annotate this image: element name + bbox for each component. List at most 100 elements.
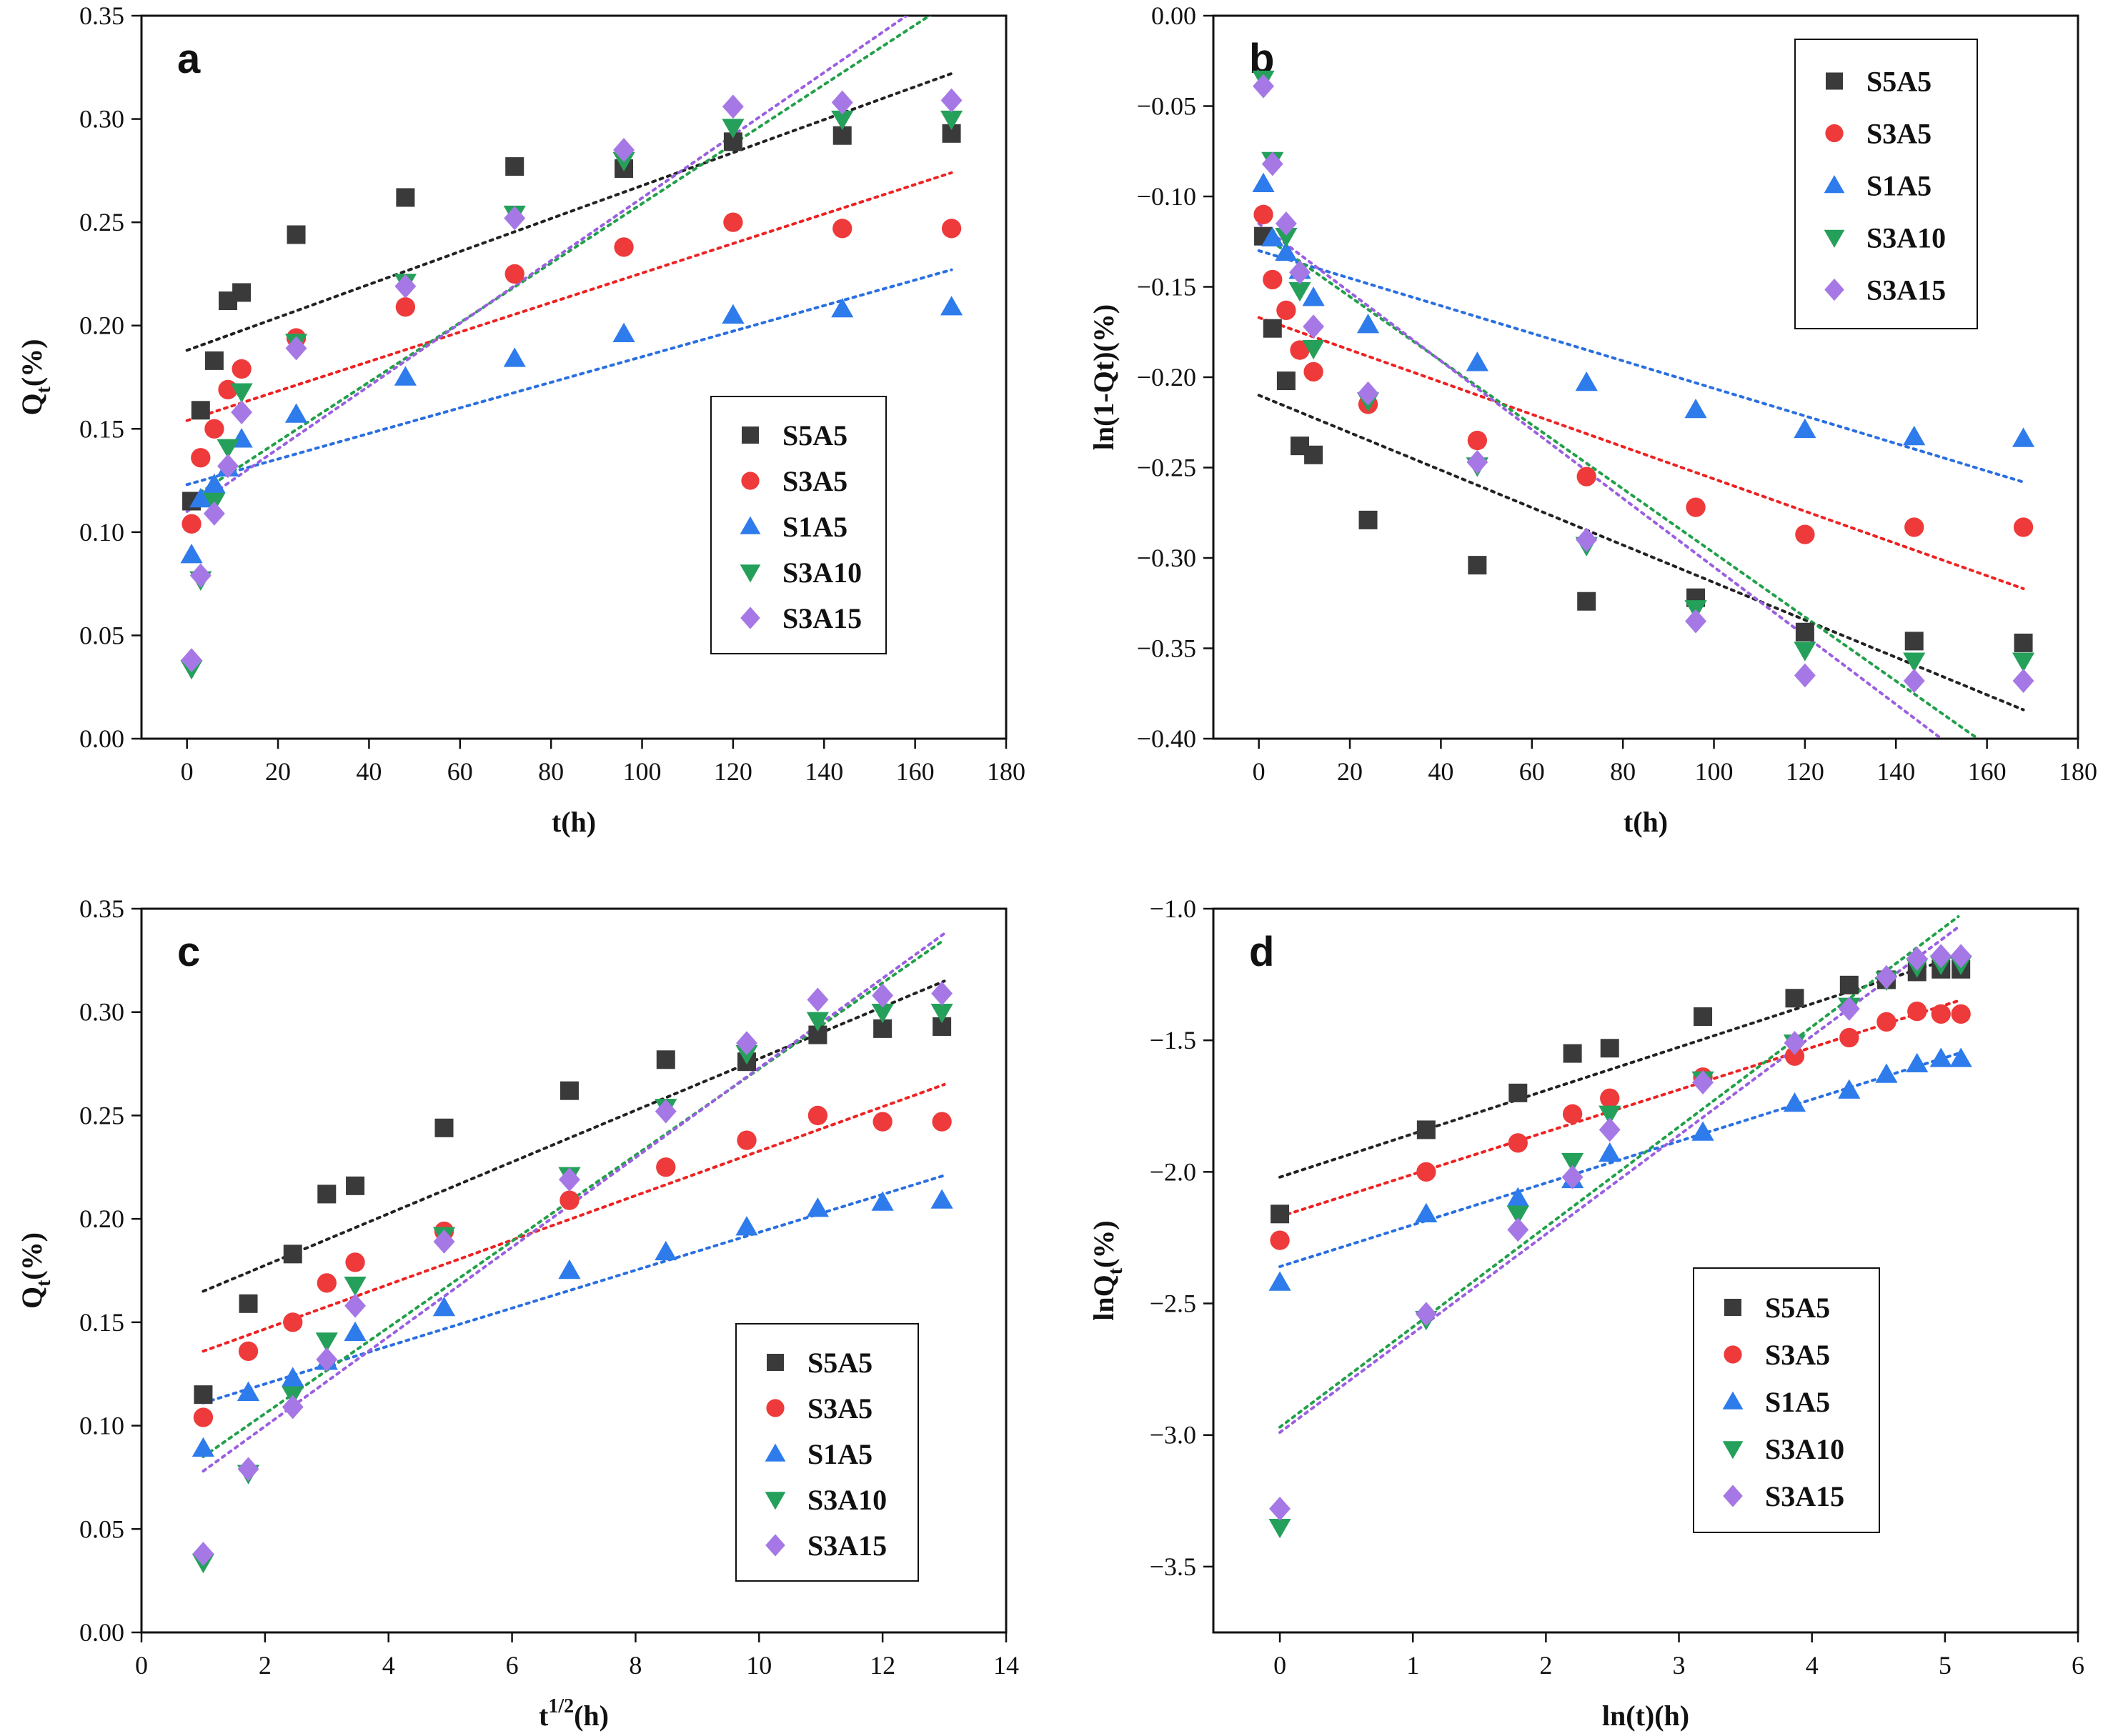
x-tick-label: 4 (382, 1651, 395, 1680)
data-point (1253, 74, 1275, 99)
data-point (1276, 371, 1296, 391)
y-tick-label: −1.0 (1150, 894, 1196, 923)
data-point (872, 983, 894, 1008)
data-point (1289, 260, 1311, 285)
x-tick-label: 10 (746, 1651, 772, 1680)
y-tick-label: −2.0 (1150, 1157, 1196, 1186)
data-point (1876, 1012, 1896, 1032)
data-point (346, 1176, 365, 1195)
x-tick-label: 0 (181, 757, 194, 786)
x-tick-label: 160 (896, 757, 935, 786)
data-point (1302, 286, 1325, 306)
data-point (432, 1296, 456, 1317)
data-point (832, 219, 852, 239)
data-point (1950, 944, 1972, 969)
data-point (1358, 510, 1378, 529)
x-tick-label: 20 (265, 757, 291, 786)
fit-line-s5a5 (1278, 954, 1960, 1179)
x-tick-label: 5 (1939, 1651, 1952, 1680)
data-point (203, 473, 226, 494)
x-tick-label: 0 (135, 1651, 148, 1680)
data-point (1784, 1046, 1805, 1066)
y-tick-label: −0.30 (1137, 544, 1196, 572)
legend-label: S3A15 (1765, 1480, 1844, 1512)
legend-marker (1722, 1391, 1744, 1410)
data-point (1600, 1088, 1620, 1108)
legend-marker (765, 1492, 786, 1510)
y-tick-label: 0.25 (79, 1101, 124, 1129)
data-point (1875, 1063, 1898, 1083)
data-point (2012, 652, 2035, 672)
data-point (1931, 1004, 1951, 1024)
data-point (1356, 314, 1380, 334)
y-tick-label: 0.25 (79, 208, 124, 236)
data-point (1906, 1052, 1929, 1073)
x-tick-label: 140 (1876, 757, 1915, 786)
legend-marker (1825, 124, 1844, 143)
data-point (1561, 1164, 1584, 1189)
data-point (613, 138, 635, 162)
fit-line-s3a5 (202, 1083, 946, 1353)
fit-line-s1a5 (1257, 249, 2025, 484)
legend-marker (740, 516, 761, 534)
x-tick-label: 180 (987, 757, 1025, 786)
y-tick-label: −0.35 (1137, 634, 1196, 663)
fit-line-s3a10 (185, 16, 933, 503)
data-point (941, 219, 962, 239)
data-point (394, 274, 417, 299)
x-tick-label: 6 (2072, 1651, 2084, 1680)
data-point (203, 501, 225, 526)
data-point (807, 1105, 828, 1126)
data-point (1577, 592, 1596, 611)
data-point (1290, 340, 1310, 360)
plot-frame (1212, 907, 2079, 1634)
y-tick-label: 0.15 (79, 414, 124, 443)
x-axis-label: t(h) (552, 806, 596, 838)
legend-marker (766, 1399, 785, 1417)
y-tick-label: −0.40 (1137, 724, 1196, 753)
data-point (1303, 361, 1323, 382)
fit-lines (185, 16, 953, 513)
data-point (1692, 1070, 1714, 1095)
data-point (1275, 227, 1298, 248)
y-tick-label: 0.35 (79, 1, 124, 30)
data-point (182, 514, 202, 534)
x-tick-label: 0 (1253, 757, 1266, 786)
data-point (1795, 524, 1815, 544)
legend-label: S3A5 (807, 1392, 872, 1425)
panel-d: 0 1 2 3 4 5 6 −3.5 −3.0 −2.5 −2.0 −1.5 −1.0 ln(t)(h) l… (1088, 894, 2084, 1732)
data-point (434, 1118, 454, 1137)
y-tick-label: 0.00 (79, 724, 124, 753)
x-tick-label: 60 (447, 757, 473, 786)
legend-box (735, 1323, 919, 1582)
data-point (1903, 652, 1926, 672)
y-tick-label: −0.20 (1137, 363, 1196, 391)
y-tick-label: −2.5 (1150, 1289, 1196, 1318)
fit-line-s5a5 (185, 71, 953, 352)
legend-label: S3A15 (807, 1530, 887, 1562)
data-point (1599, 1105, 1621, 1125)
data-point (344, 1277, 367, 1297)
data-point (1839, 1027, 1859, 1048)
data-point (1684, 398, 1707, 419)
data-point (1415, 1202, 1438, 1223)
data-point (1691, 1121, 1714, 1141)
y-tick-label: −0.05 (1137, 92, 1196, 121)
legend-marker (765, 1534, 785, 1557)
y-axis-label: ln(1-Qt)(%) (1088, 304, 1120, 450)
y-axis-label: lnQt(%) (1088, 1220, 1127, 1320)
data-point (181, 648, 203, 673)
x-axis-label: t(h) (1624, 806, 1668, 838)
data-point (1507, 1217, 1529, 1242)
data-point (282, 1367, 304, 1387)
x-tick-label: 2 (1539, 1651, 1552, 1680)
data-point (1838, 997, 1860, 1021)
fit-line-s3a15 (1257, 221, 1943, 739)
data-point (932, 1112, 952, 1132)
data-point (1903, 425, 1926, 446)
data-point (504, 206, 526, 231)
data-point (315, 1332, 338, 1352)
legend-marker (1824, 175, 1845, 194)
x-tick-label: 80 (1610, 757, 1636, 786)
data-point (2014, 633, 2033, 652)
